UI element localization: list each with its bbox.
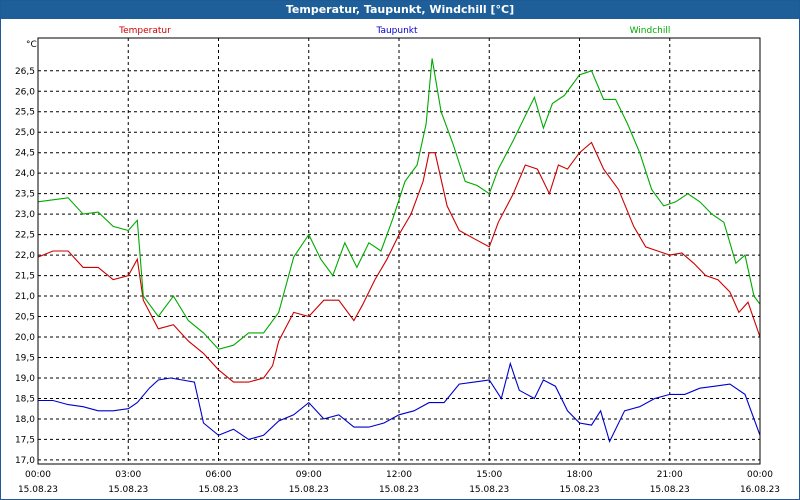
y-tick-label: 21,0 [15,292,35,302]
x-tick-date: 15.08.23 [559,485,599,495]
legend-label-windchill: Windchill [630,26,671,36]
x-tick-date: 15.08.23 [650,485,690,495]
x-tick-time: 06:00 [206,470,232,480]
legend-label-temperatur: Temperatur [118,26,171,36]
y-tick-label: 24,5 [15,149,35,159]
y-tick-label: 22,5 [15,231,35,241]
y-tick-label: 20,5 [15,313,35,323]
series-line-temperatur [37,141,761,383]
plot-frame [37,37,761,465]
x-tick-date: 15.08.23 [379,485,419,495]
y-axis-label: °C [26,40,37,50]
x-tick-date: 15.08.23 [198,485,238,495]
y-tick-labels: 17,0 17,5 18,0 18,5 19,0 19,5 20,0 20,5 21,0 21,5… [15,67,35,466]
y-tick-label: 25,0 [15,128,35,138]
x-tick-date: 15.08.23 [469,485,509,495]
y-tick-label: 23,5 [15,190,35,200]
x-tick-time: 12:00 [386,470,412,480]
y-tick-label: 21,5 [15,272,35,282]
x-tick-time: 15:00 [476,470,502,480]
y-tick-label: 26,5 [15,67,35,77]
x-tick-date: 16.08.23 [740,485,780,495]
y-tick-label: 18,0 [15,415,35,425]
y-tick-label: 26,0 [15,87,35,97]
x-tick-time: 18:00 [567,470,593,480]
x-tick-time: 00:00 [25,470,51,480]
y-tick-label: 25,5 [15,108,35,118]
legend: Temperatur Taupunkt Windchill [118,26,670,36]
window-title: Temperatur, Taupunkt, Windchill [°C] [1,1,799,19]
x-tick-date: 15.08.23 [18,485,58,495]
x-tick-time: 09:00 [296,470,322,480]
y-tick-label: 17,5 [15,435,35,445]
y-tick-label: 19,0 [15,374,35,384]
y-tick-label: 22,0 [15,251,35,261]
y-tick-label: 18,5 [15,394,35,404]
x-tick-date: 15.08.23 [289,485,329,495]
series-line-taupunkt [38,361,761,444]
y-tick-label: 20,0 [15,333,35,343]
series-line-windchill [37,58,761,350]
y-tick-label: 17,0 [15,456,35,466]
grid-lines [38,38,760,464]
x-tick-date: 15.08.23 [108,485,148,495]
y-tick-label: 19,5 [15,354,35,364]
x-tick-time: 00:00 [747,470,773,480]
y-tick-label: 24,0 [15,169,35,179]
y-tick-label: 23,0 [15,210,35,220]
legend-label-taupunkt: Taupunkt [375,26,418,36]
x-tick-labels: 00:00 15.08.23 03:00 15.08.23 06:00 15.08.23 0… [18,470,780,495]
x-tick-time: 21:00 [657,470,683,480]
series-lines [37,58,761,444]
x-tick-time: 03:00 [115,470,141,480]
